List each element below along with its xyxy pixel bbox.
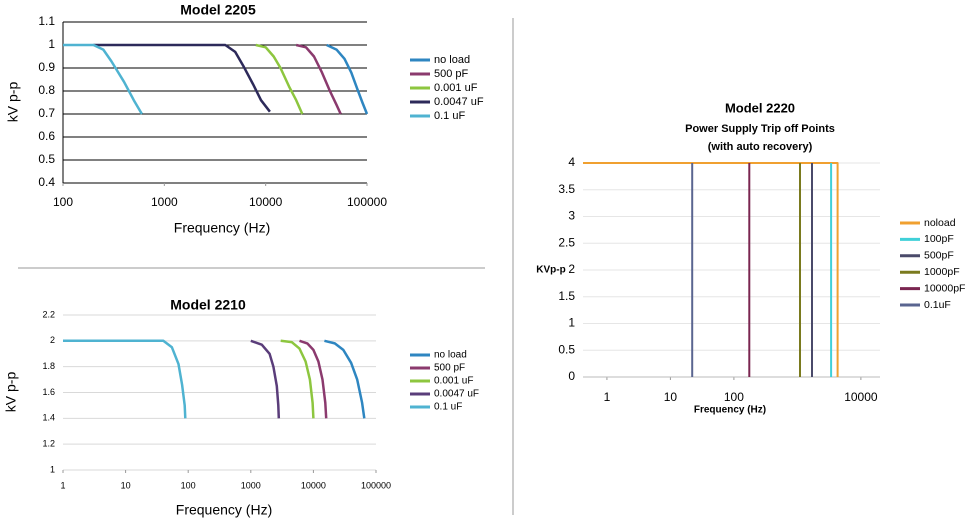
y-tick-label: 1 [50, 464, 55, 474]
y-tick-label: 1.8 [42, 361, 55, 371]
legend-label: 500pF [924, 250, 954, 262]
chart-title: Model 2205 [180, 2, 256, 18]
x-tick-label: 10000 [844, 390, 878, 404]
legend-label: 500 pF [434, 363, 465, 374]
legend-label: 0.001 uF [434, 82, 478, 94]
y-tick-label: 1 [568, 316, 575, 330]
chart-title: Model 2220 [725, 100, 795, 115]
x-tick-label: 100 [53, 195, 73, 209]
y-tick-label: 2.2 [42, 309, 55, 319]
x-tick-label: 100000 [347, 195, 387, 209]
series-line [93, 43, 271, 113]
y-tick-label: 1.4 [42, 413, 55, 423]
legend-label: 0.001 uF [434, 376, 473, 387]
x-tick-label: 100000 [361, 480, 391, 490]
x-axis-label: Frequency (Hz) [694, 405, 766, 416]
y-tick-label: 0.4 [38, 175, 55, 189]
legend-label: noload [924, 217, 956, 229]
chart-subtitle: Power Supply Trip off Points [685, 123, 835, 135]
x-tick-label: 1000 [241, 480, 261, 490]
y-tick-label: 2 [50, 335, 55, 345]
y-tick-label: 0.7 [38, 106, 55, 120]
chart-title: Model 2210 [170, 297, 246, 313]
y-tick-label: 0.5 [558, 342, 575, 356]
series-line [255, 43, 304, 115]
x-tick-label: 10 [121, 480, 131, 490]
y-tick-label: 3.5 [558, 182, 575, 196]
x-tick-label: 1 [604, 390, 611, 404]
series-line [63, 339, 187, 419]
x-tick-label: 10 [664, 390, 678, 404]
x-axis-label: Frequency (Hz) [176, 502, 272, 518]
x-axis-label: Frequency (Hz) [174, 220, 270, 236]
x-tick-label: 10000 [301, 480, 326, 490]
x-tick-label: 1000 [151, 195, 178, 209]
legend-label: 0.1uF [924, 299, 951, 311]
legend-label: 500 pF [434, 68, 469, 80]
x-tick-label: 100 [181, 480, 196, 490]
legend-label: 0.1 uF [434, 402, 462, 413]
chart-subtitle: (with auto recovery) [708, 141, 813, 153]
y-tick-label: 1.1 [38, 14, 55, 28]
y-tick-label: 1.2 [42, 439, 55, 449]
series-line [324, 339, 366, 419]
legend-label: 10000pF [924, 282, 965, 294]
series-line [295, 43, 342, 115]
y-tick-label: 0.8 [38, 83, 55, 97]
series-line [583, 162, 839, 377]
series-line [250, 339, 281, 419]
x-tick-label: 100 [724, 390, 744, 404]
legend-label: 1000pF [924, 266, 960, 278]
y-axis-label: KVp-p [536, 265, 565, 276]
y-tick-label: 0 [568, 369, 575, 383]
y-tick-label: 1 [48, 37, 55, 51]
y-tick-label: 3 [568, 209, 575, 223]
series-line [326, 43, 369, 115]
y-tick-label: 2 [568, 262, 575, 276]
x-tick-label: 1 [60, 480, 65, 490]
x-tick-label: 10000 [249, 195, 283, 209]
y-tick-label: 2.5 [558, 235, 575, 249]
y-tick-label: 0.5 [38, 152, 55, 166]
legend-label: 0.0047 uF [434, 389, 479, 400]
series-line [63, 43, 143, 115]
y-axis-label: kV p-p [5, 82, 21, 123]
legend-label: no load [434, 54, 470, 66]
y-tick-label: 1.5 [558, 289, 575, 303]
y-axis-label: kV p-p [3, 372, 19, 413]
y-tick-label: 0.9 [38, 60, 55, 74]
legend-label: 0.1 uF [434, 110, 465, 122]
y-tick-label: 0.6 [38, 129, 55, 143]
series-line [299, 339, 328, 419]
legend-label: 100pF [924, 233, 954, 245]
y-tick-label: 1.6 [42, 387, 55, 397]
legend-label: no load [434, 350, 467, 361]
series-line [280, 339, 315, 419]
legend-label: 0.0047 uF [434, 96, 484, 108]
y-tick-label: 4 [568, 155, 575, 169]
